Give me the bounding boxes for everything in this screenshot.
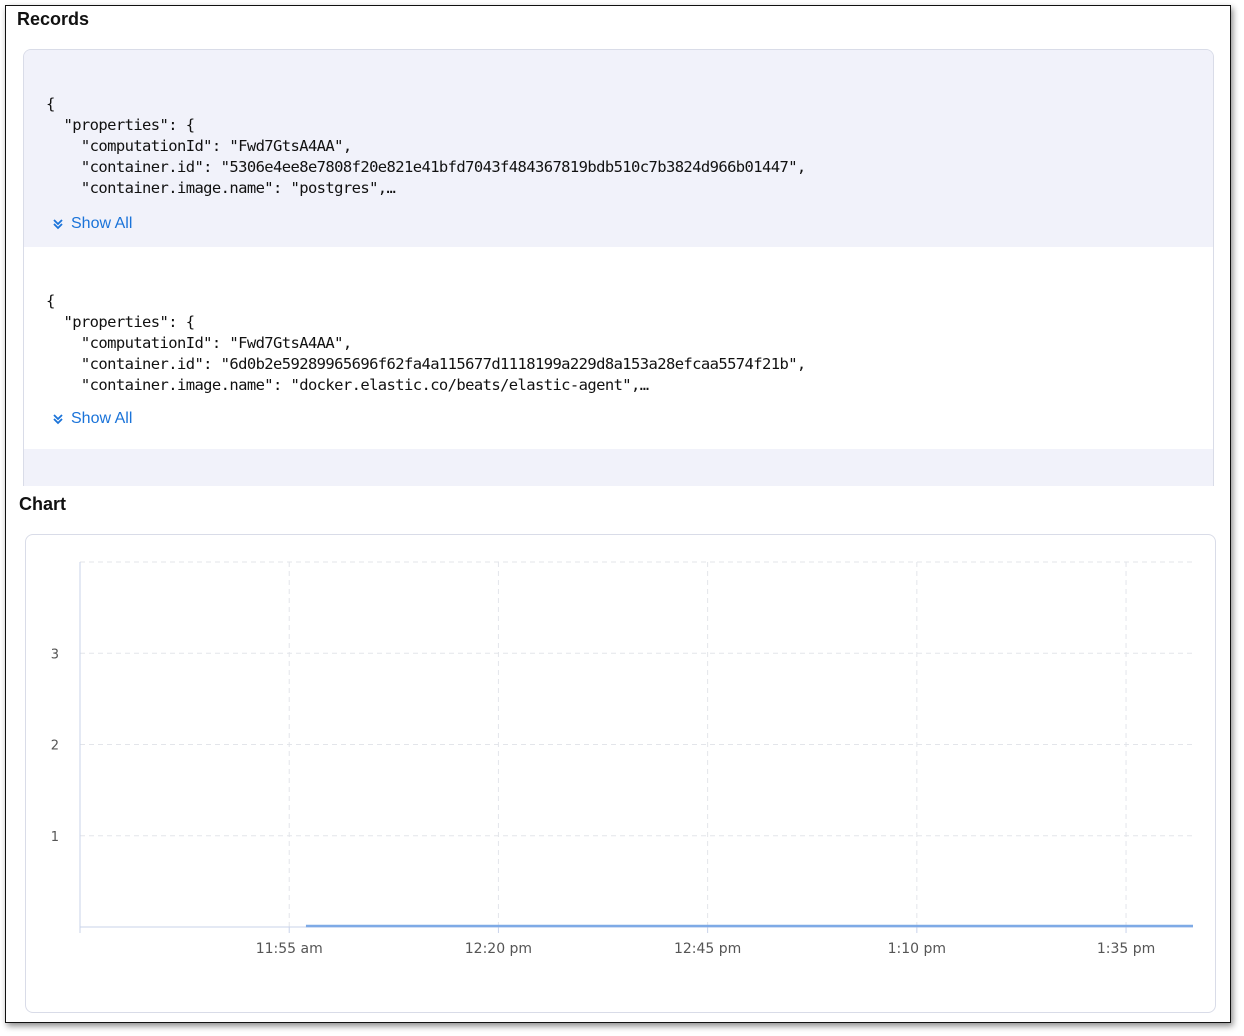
record-item: { "properties": { "computationId": "Fwd7…	[24, 50, 1213, 247]
json-line: "computationId": "Fwd7GtsA4AA",	[46, 334, 352, 352]
y-tick-label: 1	[51, 830, 59, 845]
x-tick-label: 1:35 pm	[1097, 941, 1155, 957]
records-panel[interactable]: { "properties": { "computationId": "Fwd7…	[23, 49, 1214, 486]
record-json: { "properties": { "computationId": "Fwd7…	[46, 94, 806, 199]
show-all-label: Show All	[71, 215, 133, 232]
x-tick-label: 12:45 pm	[674, 941, 741, 957]
line-chart: 1 2 3 11:55 am 12:20 pm 12:45 pm 1:10 pm 1:35 p…	[51, 561, 1193, 957]
y-tick-label: 2	[51, 739, 59, 754]
json-line: {	[46, 292, 55, 310]
chart-panel: 1 2 3 11:55 am 12:20 pm 12:45 pm 1:10 pm 1:35 p…	[25, 534, 1216, 1013]
json-line: "container.image.name": "docker.elastic.…	[46, 376, 649, 394]
y-tick-label: 3	[51, 647, 59, 662]
x-tick-label: 1:10 pm	[888, 941, 946, 957]
json-line: "properties": {	[46, 313, 195, 331]
json-line: "properties": {	[46, 116, 195, 134]
json-line: "container.image.name": "postgres",…	[46, 179, 396, 197]
record-item: { "properties": { "computationId": "Fwd7…	[24, 247, 1213, 449]
show-all-label: Show All	[71, 410, 133, 427]
show-all-button[interactable]: Show All	[52, 215, 132, 233]
x-tick-label: 12:20 pm	[465, 941, 532, 957]
x-tick-label: 11:55 am	[256, 941, 323, 957]
chevron-double-down-icon	[53, 219, 63, 230]
records-title: Records	[17, 9, 90, 29]
json-line: "container.id": "5306e4ee8e7808f20e821e4…	[46, 158, 806, 176]
record-json: { "properties": { "computationId": "Fwd7…	[46, 291, 806, 396]
json-line: {	[46, 95, 55, 113]
chevron-double-down-icon	[53, 414, 63, 425]
json-line: "computationId": "Fwd7GtsA4AA",	[46, 137, 352, 155]
chart-title: Chart	[19, 494, 67, 514]
show-all-button[interactable]: Show All	[52, 410, 132, 428]
json-line: "container.id": "6d0b2e59289965696f62fa4…	[46, 355, 806, 373]
window: Records { "properties": { "computationId…	[5, 5, 1231, 1023]
